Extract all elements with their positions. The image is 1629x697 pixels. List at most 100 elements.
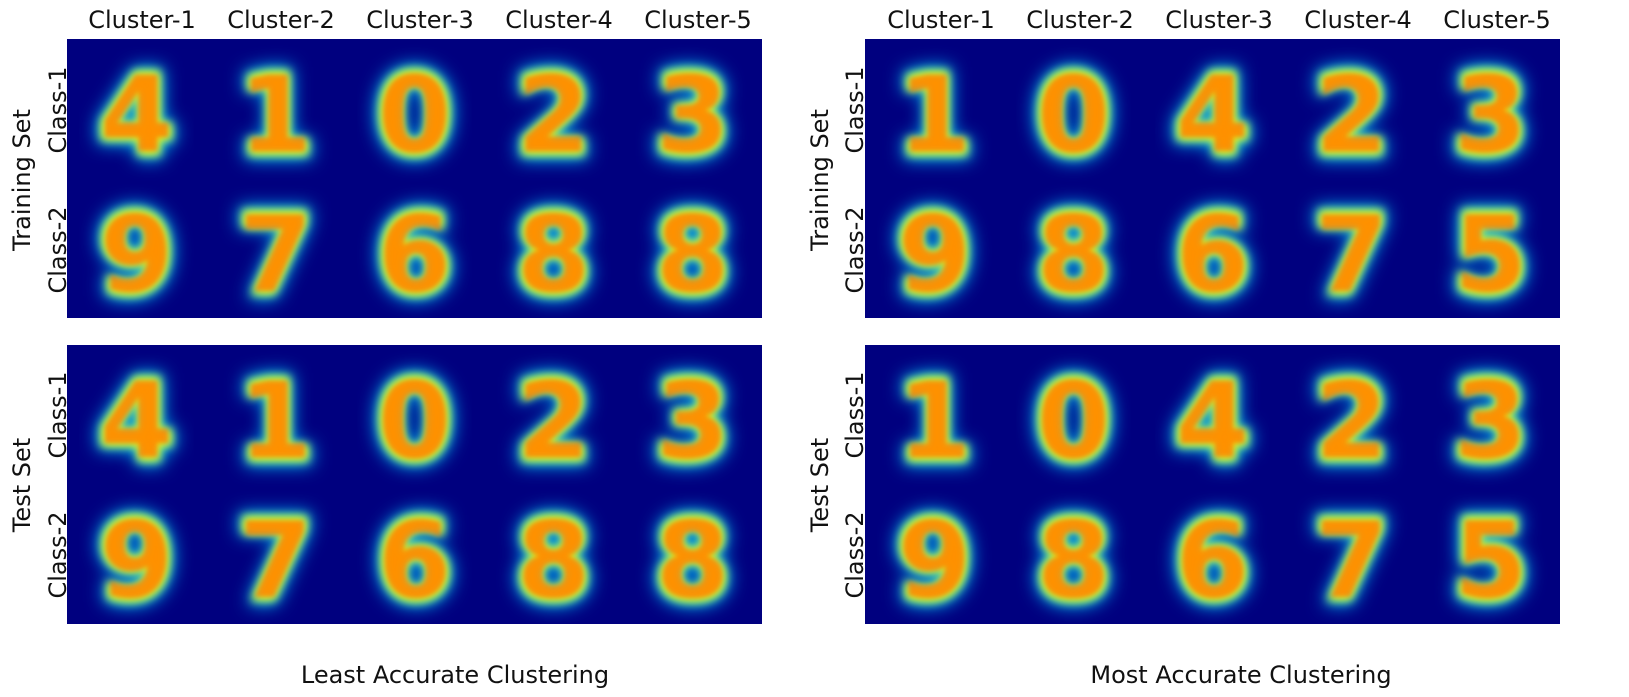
caption-most-accurate: Most Accurate Clustering	[1090, 661, 1392, 689]
digit-heatmap: 1	[893, 352, 975, 490]
digit-heatmap: 9	[898, 193, 970, 315]
digit-heatmap: 7	[239, 193, 311, 315]
digit-heatmap: 3	[651, 352, 733, 490]
digit-heatmap: 8	[653, 494, 732, 624]
digit-heatmap: 4	[100, 54, 172, 176]
digit-heatmap: 2	[1315, 54, 1387, 176]
digit-heatmap: 2	[512, 46, 594, 184]
digit-heatmap: 0	[1037, 54, 1109, 176]
digit-heatmap: 6	[375, 494, 454, 624]
digit-heatmap: 8	[515, 496, 592, 624]
digit-heatmap: 8	[514, 494, 593, 624]
digit-heatmap: 2	[1310, 352, 1392, 490]
set-label-training: Training Set	[806, 109, 834, 251]
digit-heatmap: 7	[1315, 499, 1387, 621]
digit-heatmap: 9	[100, 193, 172, 315]
digit-heatmap: 0	[375, 354, 454, 487]
cluster-label: Cluster-3	[1165, 6, 1273, 34]
digit-heatmap: 3	[654, 357, 731, 485]
digit-heatmap: 9	[895, 494, 974, 624]
digit-heatmap: 7	[239, 499, 311, 621]
digit-heatmap: 9	[98, 190, 175, 318]
digit-heatmap: 3	[1451, 354, 1530, 487]
digit-heatmap: 5	[1449, 491, 1531, 624]
digit-heatmap: 6	[1176, 193, 1248, 315]
digit-heatmap: 7	[237, 190, 314, 318]
digit-heatmap: 6	[1174, 190, 1251, 318]
digit-heatmap: 6	[376, 190, 453, 318]
digit-heatmap: 0	[1035, 51, 1112, 179]
digit-heatmap: 0	[376, 357, 453, 485]
digit-heatmap: 3	[1452, 357, 1529, 485]
caption-least-accurate: Least Accurate Clustering	[300, 661, 610, 689]
digit-heatmap: 8	[515, 190, 592, 318]
digit-heatmap: 0	[373, 352, 455, 490]
digit-heatmap: 2	[1313, 357, 1390, 485]
digit-heatmap: 2	[512, 352, 594, 490]
digit-heatmap: 8	[512, 185, 594, 318]
digit-heatmap: 8	[1032, 185, 1114, 318]
digit-heatmap: 2	[514, 354, 593, 487]
digit-heatmap: 8	[517, 499, 589, 621]
digit-heatmap: 9	[893, 491, 975, 624]
digit-heatmap: 8	[653, 188, 732, 318]
digit-heatmap: 0	[1037, 360, 1109, 482]
digit-heatmap: 6	[378, 193, 450, 315]
digit-heatmap: 7	[236, 188, 315, 318]
digit-heatmap: 5	[1454, 193, 1526, 315]
digit-heatmap: 6	[378, 499, 450, 621]
digit-heatmap: 1	[234, 46, 316, 184]
digit-heatmap: 0	[378, 360, 450, 482]
digit-heatmap: 2	[1312, 48, 1391, 181]
cluster-label: Cluster-1	[887, 6, 995, 34]
digit-heatmap: 8	[654, 496, 731, 624]
digit-heatmap: 7	[237, 496, 314, 624]
digit-heatmap: 8	[517, 193, 589, 315]
digit-heatmap: 8	[1035, 190, 1112, 318]
digit-heatmap: 7	[234, 185, 316, 318]
digit-heatmap: 2	[515, 51, 592, 179]
digit-heatmap: 5	[1449, 185, 1531, 318]
digit-heatmap: 4	[95, 46, 177, 184]
cluster-label: Cluster-5	[644, 6, 752, 34]
digit-heatmap: 4	[1176, 360, 1248, 482]
digit-heatmap: 4	[1173, 354, 1252, 487]
digit-heatmap: 4	[98, 51, 175, 179]
digit-heatmap: 3	[1449, 46, 1531, 184]
digit-heatmap: 8	[656, 499, 728, 621]
digit-heatmap: 5	[1454, 499, 1526, 621]
digit-heatmap: 4	[1171, 352, 1253, 490]
set-label-test: Test Set	[806, 437, 834, 533]
digit-heatmap: 6	[1174, 496, 1251, 624]
digit-heatmap: 6	[373, 491, 455, 624]
digit-heatmap: 9	[896, 496, 973, 624]
digit-heatmap: 0	[1035, 357, 1112, 485]
cluster-label: Cluster-4	[505, 6, 613, 34]
digit-heatmap: 5	[1452, 496, 1529, 624]
digit-heatmap: 8	[512, 491, 594, 624]
digit-heatmap: 5	[1451, 188, 1530, 318]
digit-heatmap: 3	[651, 46, 733, 184]
digit-heatmap: 8	[651, 491, 733, 624]
digit-heatmap: 3	[653, 48, 732, 181]
digit-heatmap: 6	[1176, 499, 1248, 621]
digit-heatmap: 7	[1313, 496, 1390, 624]
digit-heatmap: 1	[239, 360, 311, 482]
digit-heatmap: 1	[896, 51, 973, 179]
digit-heatmap: 4	[1174, 51, 1251, 179]
digit-heatmap: 8	[1037, 499, 1109, 621]
digit-heatmap: 2	[1315, 360, 1387, 482]
digit-heatmap: 7	[1312, 188, 1391, 318]
digit-heatmap: 1	[898, 360, 970, 482]
digit-heatmap: 8	[1037, 193, 1109, 315]
digit-heatmap: 8	[514, 188, 593, 318]
digit-heatmap: 0	[1032, 46, 1114, 184]
digit-heatmap: 9	[893, 185, 975, 318]
digit-heatmap: 7	[236, 494, 315, 624]
digit-heatmap: 6	[1171, 185, 1253, 318]
cluster-label: Cluster-3	[366, 6, 474, 34]
digit-heatmap: 1	[239, 54, 311, 176]
digit-heatmap: 8	[1032, 491, 1114, 624]
